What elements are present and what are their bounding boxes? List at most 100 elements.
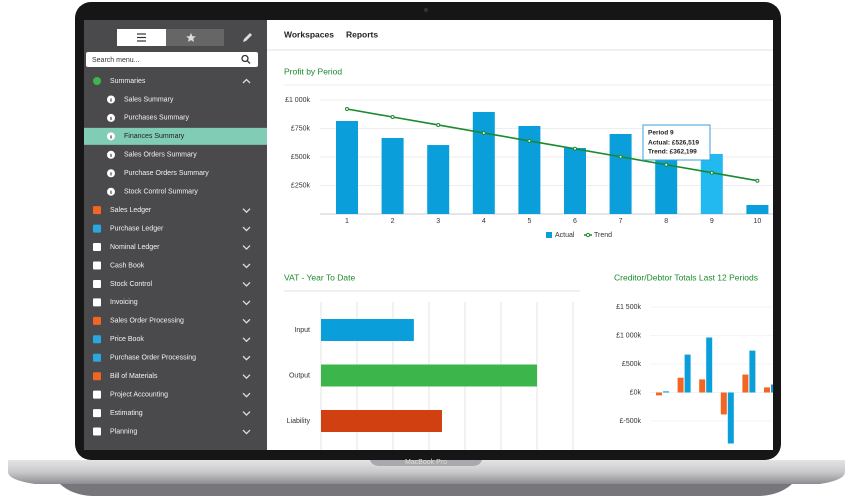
menu-item[interactable]: Sales Ledger — [110, 207, 152, 214]
search-placeholder: Search menu... — [92, 57, 140, 64]
y-tick-label: Liability — [287, 418, 311, 425]
screen: Search menu... Workspaces Reports Summar… — [84, 20, 773, 450]
submenu-item[interactable]: Sales Summary — [124, 96, 174, 103]
expand-caret — [242, 318, 251, 324]
expand-caret — [242, 429, 251, 435]
bar — [727, 392, 734, 444]
bar — [321, 319, 414, 341]
submenu-item[interactable]: Purchase Orders Summary — [124, 170, 209, 177]
expand-caret — [242, 208, 251, 214]
trend-point — [527, 138, 532, 143]
bar — [472, 111, 495, 214]
menu-item[interactable]: Purchase Ledger — [110, 225, 164, 232]
laptop-base — [8, 460, 845, 484]
menu-icon — [93, 427, 101, 436]
y-tick-label: £500k — [622, 361, 642, 368]
bar — [700, 153, 723, 214]
bar — [321, 410, 442, 432]
bar — [656, 392, 662, 396]
menu-item[interactable]: Stock Control — [110, 281, 152, 288]
bar — [746, 204, 769, 214]
expand-caret — [242, 263, 251, 269]
chart-title: Creditor/Debtor Totals Last 12 Periods — [614, 272, 758, 282]
submenu-item[interactable]: Sales Orders Summary — [124, 152, 197, 159]
y-tick-label: £0k — [630, 389, 642, 396]
menu-icon — [93, 372, 101, 381]
trend-point — [664, 162, 669, 167]
menu-item[interactable]: Project Accounting — [110, 391, 168, 398]
active-item-bg — [84, 127, 267, 145]
edit-icon[interactable] — [243, 33, 252, 42]
menu-item[interactable]: Sales Order Processing — [110, 318, 184, 325]
tooltip — [642, 124, 711, 161]
menu-item[interactable]: Price Book — [110, 336, 144, 343]
nav-link[interactable]: Workspaces — [284, 29, 334, 39]
bar — [321, 364, 537, 387]
tooltip-line: Actual: £526,519 — [648, 140, 699, 147]
tooltip-title: Period 9 — [648, 130, 674, 137]
expand-caret — [242, 392, 251, 398]
chart-title: Profit by Period — [284, 66, 342, 76]
menu-icon — [93, 298, 101, 307]
menu-item[interactable]: Estimating — [110, 410, 143, 417]
legend-swatch — [546, 232, 552, 238]
bar — [764, 387, 770, 393]
y-tick-label: £1 000k — [285, 97, 310, 104]
bar — [609, 133, 632, 214]
menu-item[interactable]: Nominal Ledger — [110, 244, 160, 251]
bar — [720, 392, 727, 415]
menu-item[interactable]: Purchase Order Processing — [110, 355, 196, 362]
laptop-label: MacBook Pro — [405, 459, 447, 466]
nav-link[interactable]: Reports — [346, 29, 378, 39]
camera — [424, 8, 428, 12]
menu-item[interactable]: Summaries — [110, 78, 146, 85]
menu-item[interactable]: Bill of Materials — [110, 373, 158, 380]
search-box[interactable] — [86, 52, 258, 67]
legend-label: Trend — [594, 232, 612, 239]
favourites-toggle[interactable] — [166, 29, 224, 46]
expand-caret — [242, 337, 251, 343]
bar — [706, 337, 713, 393]
menu-icon — [93, 279, 101, 288]
laptop-foot — [60, 484, 792, 496]
expand-caret — [242, 245, 251, 250]
submenu-item[interactable]: Stock Control Summary — [124, 189, 198, 196]
y-tick-label: £-500k — [620, 418, 642, 425]
x-tick-label: 4 — [482, 218, 486, 225]
x-tick-label: 8 — [664, 218, 668, 225]
x-tick-label: 10 — [754, 218, 762, 225]
menu-item[interactable]: Invoicing — [110, 299, 138, 306]
menu-item[interactable]: Planning — [110, 428, 137, 435]
expand-caret — [242, 374, 251, 380]
legend-point — [585, 232, 591, 238]
y-tick-label: Input — [294, 327, 310, 334]
trend-point — [436, 122, 441, 127]
menu-icon — [137, 33, 146, 42]
laptop-notch — [370, 460, 482, 466]
submenu-item[interactable]: Finances Summary — [124, 133, 185, 140]
menu-icon — [93, 390, 101, 399]
bar — [518, 125, 541, 214]
y-tick-label: £1 000k — [616, 332, 641, 339]
x-tick-label: 9 — [710, 218, 714, 225]
menu-item[interactable]: Cash Book — [110, 262, 145, 269]
collapse-caret — [242, 78, 251, 84]
bar — [684, 354, 691, 393]
x-tick-label: 2 — [391, 218, 395, 225]
y-tick-label: £250k — [291, 182, 311, 189]
trend-point — [618, 154, 623, 159]
bar — [742, 374, 749, 393]
expand-caret — [242, 411, 251, 417]
x-tick-label: 7 — [619, 218, 623, 225]
x-tick-label: 3 — [436, 218, 440, 225]
tooltip-line: Trend: £362,199 — [648, 149, 697, 156]
submenu-item[interactable]: Purchases Summary — [124, 115, 189, 122]
expand-caret — [242, 281, 251, 287]
y-tick-label: £750k — [291, 125, 311, 132]
star-icon — [186, 33, 196, 42]
y-tick-label: £1 500k — [616, 304, 641, 311]
trend-point — [573, 146, 577, 151]
bar — [771, 384, 773, 393]
bar — [749, 350, 756, 393]
